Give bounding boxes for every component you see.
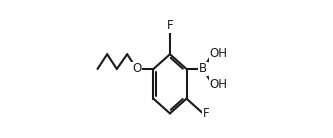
Text: O: O bbox=[132, 63, 142, 75]
Text: B: B bbox=[199, 63, 207, 75]
Text: F: F bbox=[203, 107, 209, 120]
Text: OH: OH bbox=[209, 47, 227, 60]
Text: OH: OH bbox=[209, 78, 227, 91]
Text: F: F bbox=[166, 19, 173, 32]
